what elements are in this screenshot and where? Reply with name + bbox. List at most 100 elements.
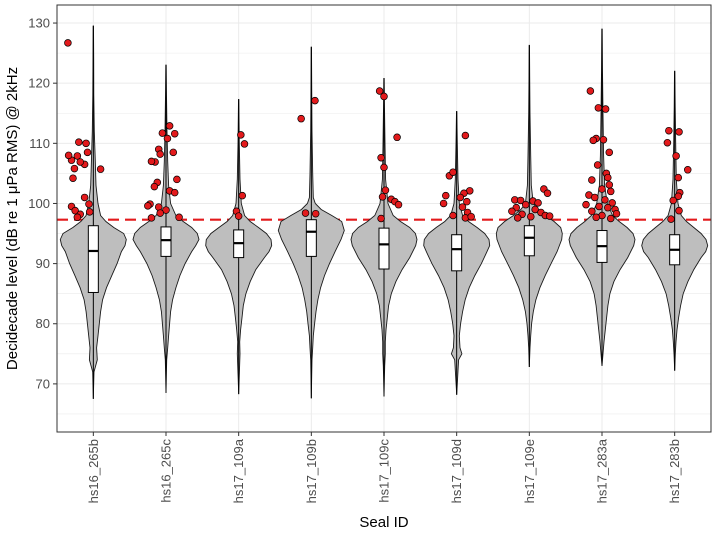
outlier-point xyxy=(75,138,83,146)
x-tick-label: hs17_283a xyxy=(595,438,610,503)
outlier-point xyxy=(169,148,178,157)
outlier-point xyxy=(82,139,90,148)
outlier-point xyxy=(531,205,539,214)
outlier-point xyxy=(163,134,172,143)
box-hs16_265c xyxy=(160,226,172,257)
outlier-point xyxy=(461,131,470,140)
outlier-point xyxy=(594,104,603,112)
outlier-point xyxy=(80,193,89,202)
box-hs17_109e xyxy=(523,225,535,257)
outlier-point xyxy=(378,193,387,201)
outlier-point xyxy=(663,138,672,147)
x-tick-label: hs17_109e xyxy=(522,439,537,503)
outlier-point xyxy=(527,212,535,221)
outlier-point xyxy=(605,181,614,189)
outlier-point xyxy=(601,196,609,204)
outlier-point xyxy=(598,185,606,193)
outlier-point xyxy=(154,203,163,211)
outlier-point xyxy=(449,211,457,220)
x-tick-label: hs16_265c xyxy=(159,439,174,503)
y-axis-title: Decidecade level (dB re 1 μPa RMS) @ 2kH… xyxy=(4,67,21,370)
outlier-point xyxy=(588,176,596,184)
box-hs17_109b xyxy=(305,219,317,257)
outlier-point xyxy=(612,209,621,218)
outlier-point xyxy=(516,196,525,205)
outlier-point xyxy=(85,208,94,216)
y-tick-label: 130 xyxy=(28,16,50,31)
outlier-point xyxy=(150,182,159,191)
outlier-point xyxy=(675,128,683,136)
outlier-point xyxy=(534,199,542,207)
outlier-point xyxy=(672,152,680,160)
outlier-point xyxy=(173,175,181,184)
outlier-point xyxy=(380,92,388,101)
outlier-point xyxy=(85,200,93,208)
outlier-point xyxy=(458,203,467,211)
outlier-point xyxy=(76,158,85,166)
outlier-point xyxy=(595,202,603,211)
y-tick-label: 110 xyxy=(29,136,50,151)
outlier-point xyxy=(381,186,390,194)
box-hs17_109c xyxy=(378,227,390,270)
y-tick-label: 70 xyxy=(36,376,50,391)
outlier-points xyxy=(64,39,692,223)
outlier-point xyxy=(83,148,92,157)
outlier-point xyxy=(590,193,599,202)
x-tick-label: hs16_265b xyxy=(86,439,101,503)
outlier-point xyxy=(64,39,72,47)
outlier-point xyxy=(170,188,179,197)
outlier-point xyxy=(608,199,616,207)
outlier-point xyxy=(158,129,167,137)
outlier-point xyxy=(175,213,183,222)
x-tick-label: hs17_109a xyxy=(231,438,246,503)
outlier-point xyxy=(545,212,554,220)
outlier-point xyxy=(683,166,692,174)
y-tick-label: 80 xyxy=(36,316,50,331)
box-hs16_265b xyxy=(87,225,99,293)
outlier-point xyxy=(394,200,403,209)
outlier-point xyxy=(238,191,247,200)
outlier-point xyxy=(442,191,450,200)
outlier-point xyxy=(170,129,179,138)
x-tick-label: hs17_109c xyxy=(377,439,392,503)
outlier-point xyxy=(234,212,243,220)
x-axis: hs16_265b hs16_265c hs17_109a hs17_109b hs17… xyxy=(86,432,682,503)
outlier-point xyxy=(586,87,595,95)
outlier-point xyxy=(380,163,388,172)
outlier-point xyxy=(582,200,590,209)
outlier-point xyxy=(156,150,164,158)
x-axis-title: Seal ID xyxy=(359,514,408,531)
outlier-point xyxy=(674,173,683,182)
outlier-point xyxy=(467,212,475,221)
y-axis: 70 80 90 100 110 120 130 xyxy=(28,16,57,391)
outlier-point xyxy=(144,202,152,210)
outlier-point xyxy=(605,148,614,157)
box-hs17_109d xyxy=(451,234,463,272)
outlier-point xyxy=(64,151,73,160)
y-tick-label: 100 xyxy=(28,196,50,211)
outlier-point xyxy=(513,214,522,222)
x-tick-label: hs17_109d xyxy=(449,439,464,503)
y-tick-label: 90 xyxy=(36,256,50,271)
outlier-point xyxy=(592,213,600,222)
outlier-point xyxy=(375,87,384,95)
outlier-point xyxy=(593,161,602,169)
outlier-point xyxy=(449,168,457,176)
outlier-point xyxy=(237,131,245,139)
outlier-point xyxy=(665,126,673,135)
outlier-point xyxy=(675,206,683,215)
outlier-point xyxy=(674,192,683,200)
outlier-point xyxy=(73,213,82,222)
outlier-point xyxy=(73,152,82,160)
outlier-point xyxy=(599,135,608,144)
outlier-point xyxy=(588,207,596,216)
outlier-point xyxy=(667,215,675,223)
outlier-point xyxy=(393,133,401,142)
outlier-point xyxy=(604,203,612,212)
outlier-point xyxy=(669,196,677,205)
outlier-point xyxy=(147,214,156,222)
outlier-point xyxy=(604,173,612,182)
outlier-point xyxy=(606,187,615,196)
outlier-point xyxy=(311,96,319,105)
